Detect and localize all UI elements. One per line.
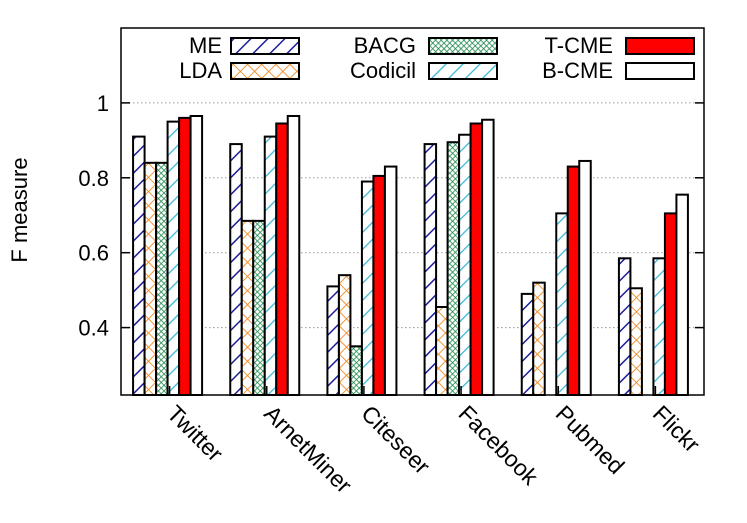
bar-t-cme-flickr — [663, 212, 678, 396]
bar-b-cme-pubmed — [578, 159, 592, 396]
y-tick-label: 0.8 — [78, 166, 109, 191]
category-label-twitter: Twitter — [162, 400, 229, 467]
bar-bacg-citeseer — [349, 345, 363, 396]
bar-codicil-citeseer — [360, 180, 375, 396]
bar-bacg-twitter — [155, 161, 169, 396]
legend-label-me: ME — [189, 33, 222, 58]
bar-lda-pubmed — [532, 281, 546, 397]
y-axis-ticks: 0.4 0.6 0.8 1 — [78, 91, 704, 341]
bar-me-twitter — [132, 135, 146, 396]
bar-me-flickr — [617, 257, 632, 396]
bar-codicil-arnetminer — [263, 135, 278, 396]
bar-lda-flickr — [629, 287, 643, 397]
category-label-pubmed: Pubmed — [551, 400, 630, 479]
bar-b-cme-arnetminer — [286, 115, 301, 397]
bar-me-pubmed — [520, 292, 535, 396]
bar-b-cme-twitter — [189, 115, 204, 397]
legend-swatch-b-cme — [625, 62, 695, 80]
legend-label-codicil: Codicil — [350, 58, 416, 83]
category-label-citeseer: Citeseer — [356, 400, 435, 479]
legend-label-b-cme: B-CME — [542, 58, 613, 83]
bar-codicil-pubmed — [555, 212, 569, 396]
bar-lda-citeseer — [337, 274, 352, 396]
grid-layer — [121, 102, 704, 329]
plot-frame — [120, 27, 705, 396]
bar-codicil-twitter — [166, 120, 181, 397]
bars-layer — [132, 115, 689, 397]
bar-codicil-flickr — [652, 257, 666, 396]
bar-me-citeseer — [326, 285, 340, 396]
legend-label-t-cme: T-CME — [545, 33, 613, 58]
bar-t-cme-pubmed — [566, 165, 581, 396]
bar-b-cme-facebook — [481, 118, 495, 396]
bar-b-cme-citeseer — [383, 165, 398, 396]
legend-label-lda: LDA — [179, 58, 222, 83]
bar-me-facebook — [423, 143, 438, 396]
bar-t-cme-arnetminer — [275, 122, 289, 396]
bar-b-cme-flickr — [675, 193, 689, 396]
bar-codicil-facebook — [458, 133, 472, 397]
bar-bacg-facebook — [446, 141, 461, 396]
bar-t-cme-twitter — [178, 116, 192, 396]
legend-swatch-codicil — [428, 62, 498, 80]
category-label-arnetminer: ArnetMiner — [259, 400, 357, 498]
y-tick-label: 0.6 — [78, 241, 109, 266]
legend-swatch-t-cme — [625, 37, 695, 55]
category-label-flickr: Flickr — [648, 400, 705, 457]
bar-t-cme-facebook — [469, 122, 484, 396]
bar-lda-arnetminer — [240, 219, 255, 396]
bar-lda-twitter — [143, 161, 158, 396]
legend-swatch-bacg — [428, 37, 498, 55]
legend-label-bacg: BACG — [354, 33, 416, 58]
category-label-facebook: Facebook — [454, 400, 544, 490]
y-axis-label: F measure — [7, 157, 32, 262]
legend-swatch-me — [230, 37, 300, 55]
x-axis-ticks: Twitter ArnetMiner Citeseer Facebook Pubmed F… — [162, 386, 705, 498]
bar-t-cme-citeseer — [372, 174, 386, 396]
legend-swatch-lda — [230, 62, 300, 80]
bar-me-arnetminer — [229, 143, 243, 396]
bar-lda-facebook — [435, 305, 449, 397]
y-tick-label: 1 — [97, 91, 109, 116]
bar-bacg-arnetminer — [252, 219, 266, 396]
y-tick-label: 0.4 — [78, 316, 109, 341]
